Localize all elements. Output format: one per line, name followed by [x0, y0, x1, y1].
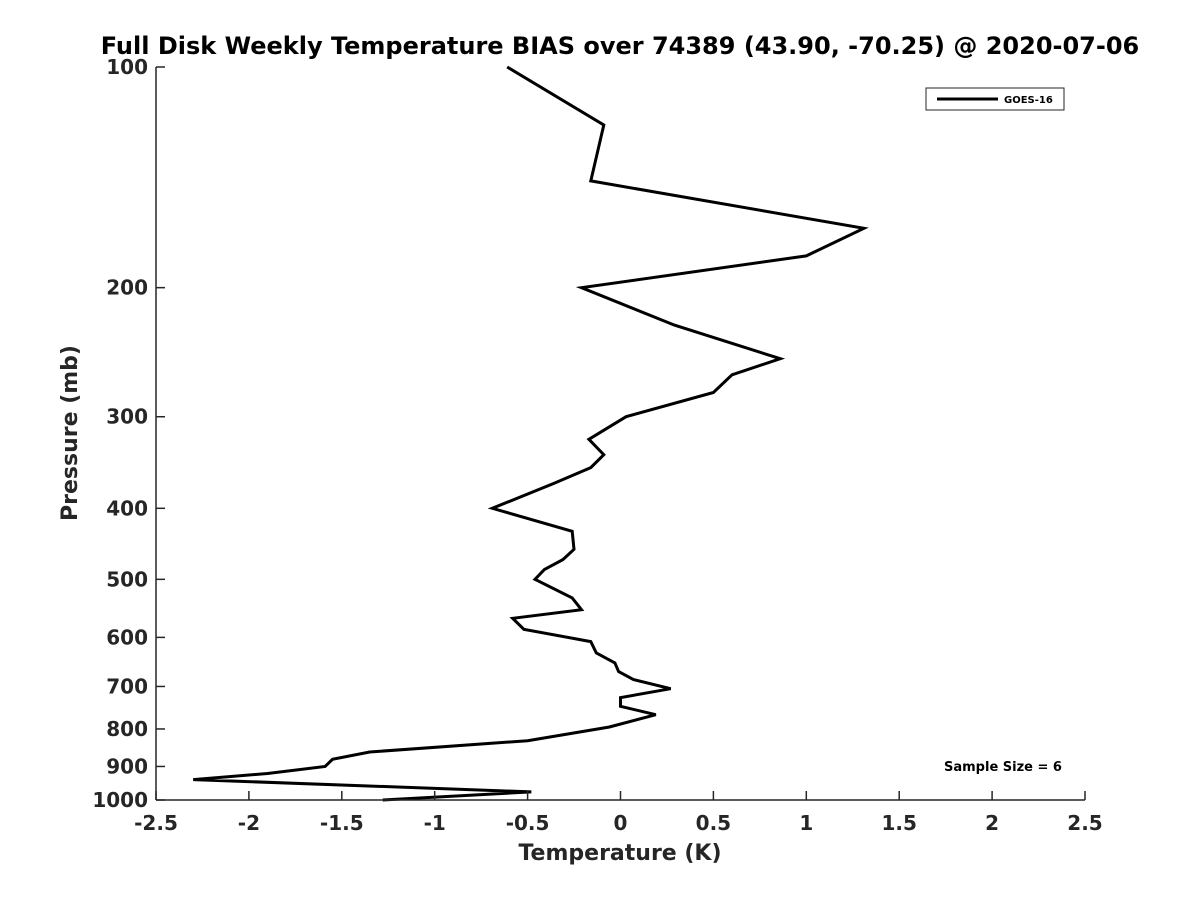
x-axis-label: Temperature (K) — [518, 841, 721, 866]
y-tick-label: 700 — [106, 674, 148, 698]
y-tick-label: 600 — [106, 625, 148, 649]
x-tick-label: 0 — [614, 811, 628, 835]
x-tick-label: -2 — [238, 811, 260, 835]
x-tick-label: 1 — [799, 811, 813, 835]
x-tick-label: 2.5 — [1067, 811, 1102, 835]
y-tick-label: 400 — [106, 496, 148, 520]
x-tick-label: -0.5 — [506, 811, 550, 835]
x-tick-label: -1 — [424, 811, 446, 835]
x-tick-label: 2 — [985, 811, 999, 835]
sample-size-annotation: Sample Size = 6 — [944, 760, 1062, 775]
x-axis-ticks: -2.5 -2 -1.5 -1 -0.5 0 0.5 1 1.5 2 2.5 — [134, 791, 1103, 835]
y-axis-ticks: 100 200 300 400 500 600 700 800 900 1000 — [92, 55, 165, 812]
legend: GOES-16 — [925, 87, 1065, 111]
x-tick-label: -2.5 — [134, 811, 178, 835]
plot-area — [156, 67, 1085, 800]
y-tick-label: 800 — [106, 717, 148, 741]
y-tick-label: 300 — [106, 405, 148, 429]
series-line-goes-16 — [193, 65, 869, 802]
x-tick-label: 0.5 — [696, 811, 731, 835]
x-tick-label: 1.5 — [881, 811, 916, 835]
legend-label-goes-16: GOES-16 — [1004, 95, 1053, 106]
y-tick-label: 500 — [106, 567, 148, 591]
chart-title: Full Disk Weekly Temperature BIAS over 7… — [101, 32, 1140, 60]
y-tick-label: 900 — [106, 754, 148, 778]
y-tick-label: 100 — [106, 55, 148, 79]
y-tick-label: 1000 — [92, 788, 148, 812]
y-tick-label: 200 — [106, 276, 148, 300]
x-tick-label: -1.5 — [320, 811, 364, 835]
y-axis-label: Pressure (mb) — [58, 345, 83, 521]
